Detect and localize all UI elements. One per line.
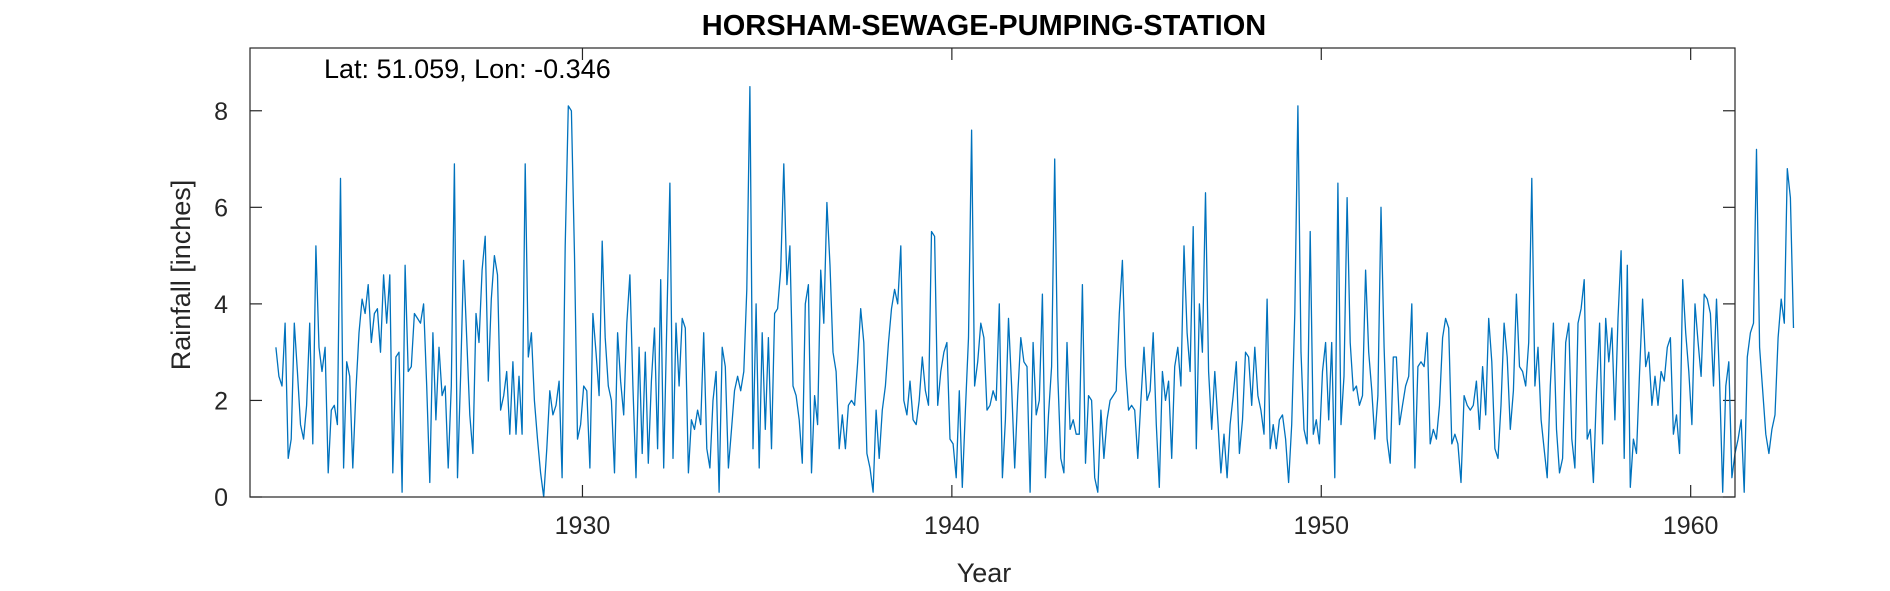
series-layer <box>275 85 1795 498</box>
y-tick-label: 2 <box>214 387 228 415</box>
y-axis-label: Rainfall [inches] <box>166 180 196 371</box>
plot-frame <box>249 47 1736 498</box>
rainfall-series-line <box>275 85 1795 498</box>
location-annotation: Lat: 51.059, Lon: -0.346 <box>324 54 611 84</box>
y-tick-label: 4 <box>214 291 228 319</box>
y-tick-label: 8 <box>214 98 228 126</box>
x-tick-label: 1940 <box>924 512 980 540</box>
x-tick-label: 1950 <box>1293 512 1349 540</box>
x-tick-label: 1930 <box>555 512 611 540</box>
axes: 1930 1940 1950 1960 0 2 4 6 8 <box>214 48 1735 540</box>
x-axis-label: Year <box>957 558 1012 588</box>
chart-title: HORSHAM-SEWAGE-PUMPING-STATION <box>702 10 1266 42</box>
x-tick-label: 1960 <box>1663 512 1719 540</box>
y-tick-label: 6 <box>214 194 228 222</box>
y-tick-label: 0 <box>214 484 228 512</box>
